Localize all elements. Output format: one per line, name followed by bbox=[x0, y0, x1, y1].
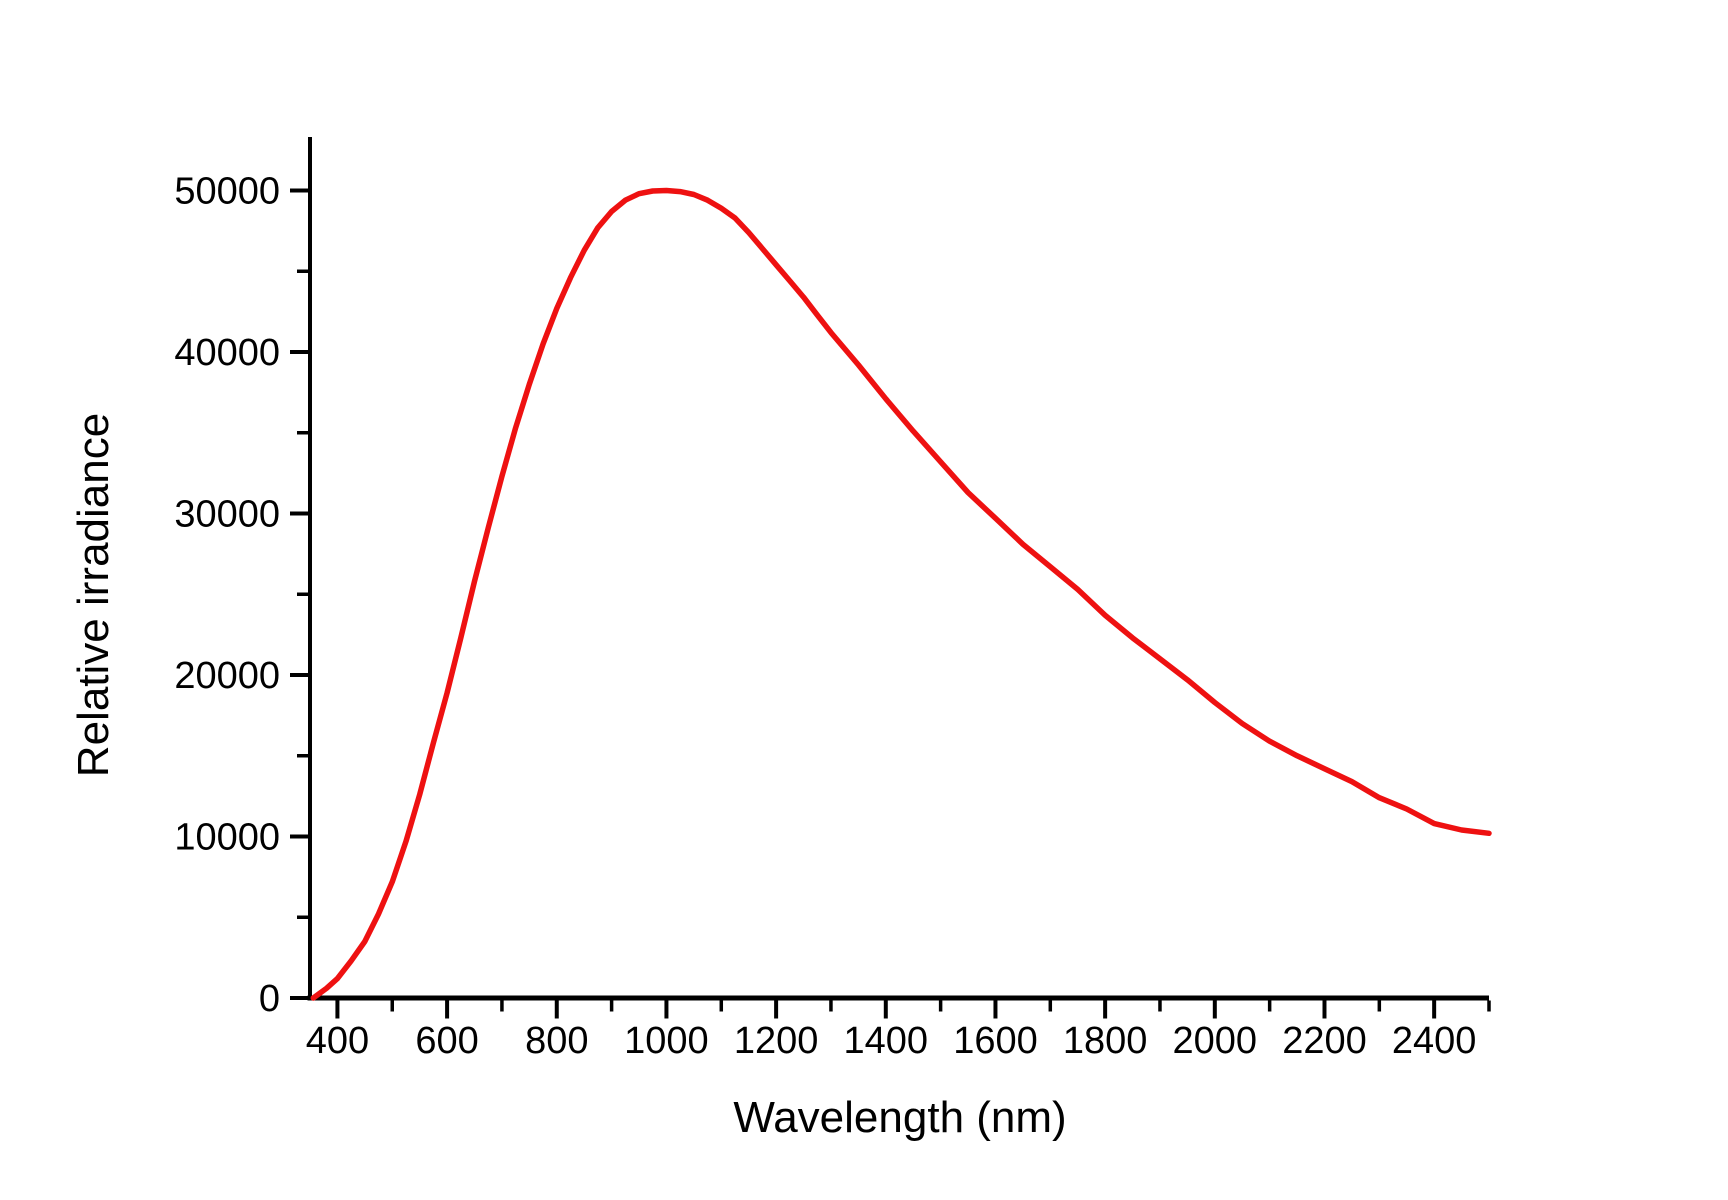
spectrum-curve bbox=[310, 187, 1492, 1001]
y-tick-label: 10000 bbox=[174, 817, 280, 859]
x-tick-label: 1200 bbox=[734, 1020, 819, 1062]
y-tick-label: 0 bbox=[259, 978, 280, 1020]
x-tick-label: 1600 bbox=[953, 1020, 1038, 1062]
x-tick-label: 2200 bbox=[1282, 1020, 1367, 1062]
y-tick-label: 50000 bbox=[174, 171, 280, 213]
y-tick-label: 30000 bbox=[174, 494, 280, 536]
y-tick-label: 40000 bbox=[174, 332, 280, 374]
x-tick-label: 2400 bbox=[1392, 1020, 1477, 1062]
x-tick-label: 2000 bbox=[1173, 1020, 1258, 1062]
x-tick-label: 1000 bbox=[624, 1020, 709, 1062]
x-axis-title: Wavelength (nm) bbox=[733, 1093, 1066, 1142]
y-axis-title: Relative irradiance bbox=[69, 413, 118, 777]
y-tick-label: 20000 bbox=[174, 655, 280, 697]
x-tick-label: 1400 bbox=[844, 1020, 929, 1062]
x-tick-label: 1800 bbox=[1063, 1020, 1148, 1062]
plot-area: 400 600 800 1000 1200 1400 1600 1800 2000 2200 240… bbox=[174, 137, 1492, 1062]
x-tick-label: 800 bbox=[525, 1020, 588, 1062]
x-tick-label: 400 bbox=[306, 1020, 369, 1062]
x-tick-label: 600 bbox=[415, 1020, 478, 1062]
